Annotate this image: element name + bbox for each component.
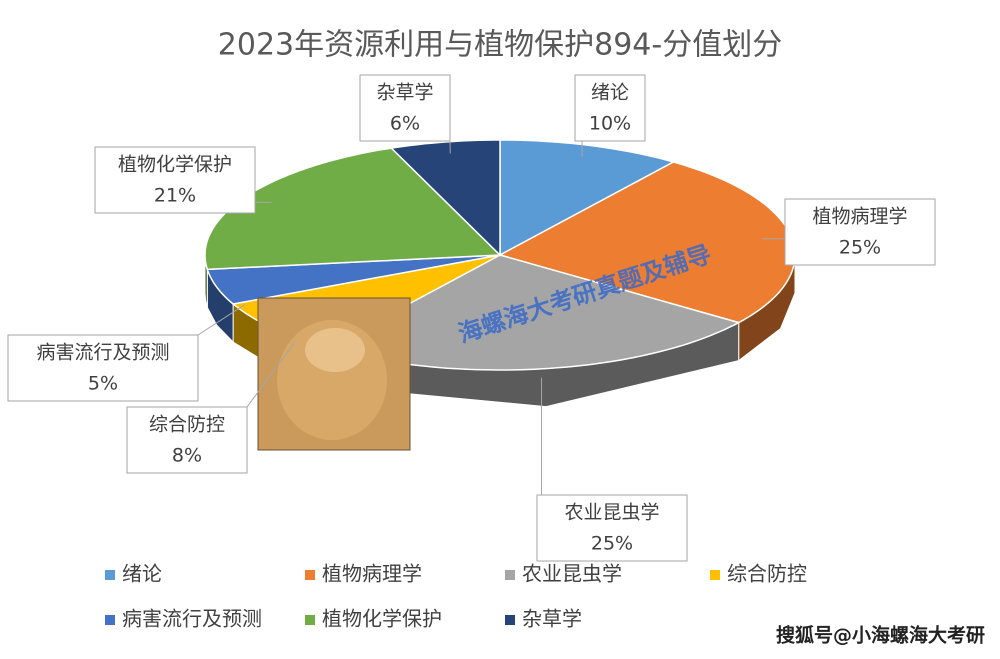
photo-bear-face [305,328,365,372]
slice-value: 5% [88,373,118,395]
slice-label: 病害流行及预测 [36,342,169,364]
label-box [784,198,936,266]
legend-swatch [305,570,315,580]
slice-value: 25% [591,533,633,555]
legend-label: 植物化学保护 [322,607,442,631]
slice-value: 10% [589,113,631,135]
slice-label: 绪论 [591,82,629,104]
label-box [536,494,688,562]
slice-label: 植物病理学 [812,206,907,228]
legend-swatch [105,570,115,580]
slice-label: 杂草学 [376,82,433,104]
legend-swatch [305,615,315,625]
leader-line [246,341,296,408]
legend-label: 综合防控 [727,562,807,586]
legend-swatch [105,615,115,625]
slice-label: 农业昆虫学 [564,502,659,524]
slice-value: 25% [839,237,881,259]
label-box [574,74,646,142]
legend-swatch [710,570,720,580]
legend-label: 农业昆虫学 [522,562,622,586]
slice-label: 综合防控 [149,414,225,436]
leader-line [197,303,246,336]
legend-swatch [505,570,515,580]
source: 搜狐号@小海螺海大考研 [776,624,985,647]
label-box [359,74,451,142]
label-box [94,146,256,214]
legend-label: 植物病理学 [322,562,422,586]
slice-value: 21% [154,185,196,207]
legend-label: 绪论 [122,562,162,586]
slice [499,139,676,257]
slice-value: 8% [172,445,202,467]
label-box [126,406,248,474]
slice-label: 植物化学保护 [118,154,232,176]
legend-label: 病害流行及预测 [122,607,262,631]
slice-value: 6% [390,113,420,135]
slice [206,254,501,305]
legend-label: 杂草学 [522,607,582,631]
chart-title: 2023年资源利用与植物保护894-分值划分 [218,28,782,63]
label-box [7,334,199,402]
slice [389,139,501,257]
legend-swatch [505,615,515,625]
